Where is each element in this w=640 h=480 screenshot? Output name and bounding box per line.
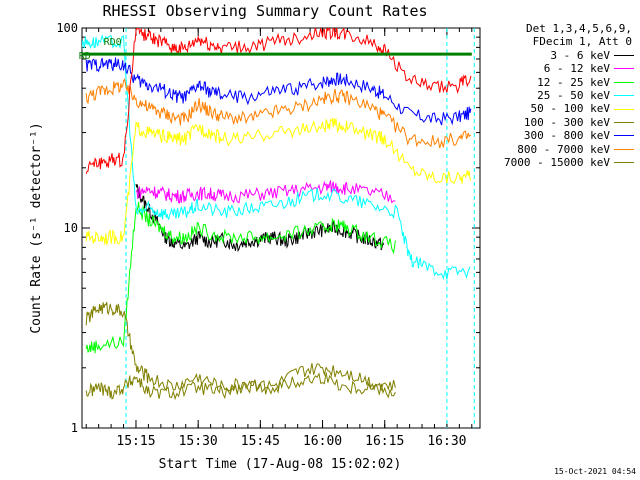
legend-entry: 7000 - 15000 keV (484, 156, 640, 169)
x-tick-label: 16:30 (427, 434, 466, 449)
footer-timestamp: 15-Oct-2021 04:54 (554, 467, 636, 476)
legend-entry-label: 100 - 300 keV (523, 115, 610, 129)
series-line (85, 57, 472, 126)
series-line (85, 77, 472, 149)
legend-header-1: Det 1,3,4,5,6,9, (526, 22, 632, 35)
x-tick-label: 16:15 (365, 434, 404, 449)
legend-swatch (614, 135, 634, 137)
legend-entry-label: 300 - 800 keV (523, 129, 610, 143)
legend-swatch (614, 108, 634, 110)
legend-entry: 50 - 100 keV (484, 102, 640, 115)
y-tick-label: 10 (64, 221, 78, 235)
legend-swatch (614, 148, 634, 150)
annotation-label: RD0 (104, 37, 122, 48)
legend-swatch (614, 81, 634, 83)
legend-entry-label: 25 - 50 keV (537, 88, 610, 102)
x-axis: 15:15 15:30 15:45 16:00 16:15 16:30 (85, 28, 473, 449)
legend-swatch (614, 68, 634, 70)
series-line (85, 117, 472, 246)
legend-entry-label: 3 - 6 keV (550, 48, 610, 62)
y-axis-label: Count Rate (s⁻¹ detector⁻¹) (29, 122, 44, 333)
legend-entry: 6 - 12 keV (484, 62, 640, 75)
legend-entry: 800 - 7000 keV (484, 143, 640, 156)
legend-swatch (614, 121, 634, 123)
y-tick-label: 100 (56, 21, 78, 35)
y-axis: 1 10 100 (56, 21, 480, 435)
legend-entry-label: 6 - 12 keV (543, 62, 610, 76)
legend-entry-label: 50 - 100 keV (530, 102, 610, 116)
legend-entry-label: 7000 - 15000 keV (504, 155, 610, 169)
plot-frame (81, 27, 481, 429)
legend-entry: 25 - 50 keV (484, 89, 640, 102)
series-line (85, 372, 396, 401)
legend-entry-label: 12 - 25 keV (537, 75, 610, 89)
legend-entry: 100 - 300 keV (484, 116, 640, 129)
red-series-line (85, 28, 472, 175)
x-tick-label: 15:30 (179, 434, 218, 449)
series-line (85, 301, 396, 394)
series-line (85, 201, 396, 354)
x-tick-label: 15:15 (116, 434, 155, 449)
x-tick-label: 16:00 (303, 434, 342, 449)
legend-swatch (614, 95, 634, 97)
series-line (135, 183, 385, 253)
legend-entry: 12 - 25 keV (484, 76, 640, 89)
legend-header-2: FDecim 1, Att 0 (532, 35, 632, 49)
y-tick-label: 1 (71, 421, 78, 435)
plot-area (82, 28, 475, 428)
x-axis-label: Start Time (17-Aug-08 15:02:02) (159, 457, 402, 472)
legend-entry: 3 - 6 keV (484, 49, 640, 62)
annotation-label: RD (79, 51, 91, 62)
legend-entry-label: 800 - 7000 keV (517, 142, 610, 156)
series-line (82, 33, 471, 281)
x-tick-label: 15:45 (241, 434, 280, 449)
legend-swatch (614, 55, 634, 56)
legend-swatch (614, 162, 634, 164)
legend: Det 1,3,4,5,6,9, FDecim 1, Att 0 3 - 6 k… (484, 22, 640, 169)
legend-entry: 300 - 800 keV (484, 129, 640, 142)
chart-title: RHESSI Observing Summary Count Rates (102, 2, 427, 20)
series-line (135, 180, 396, 204)
